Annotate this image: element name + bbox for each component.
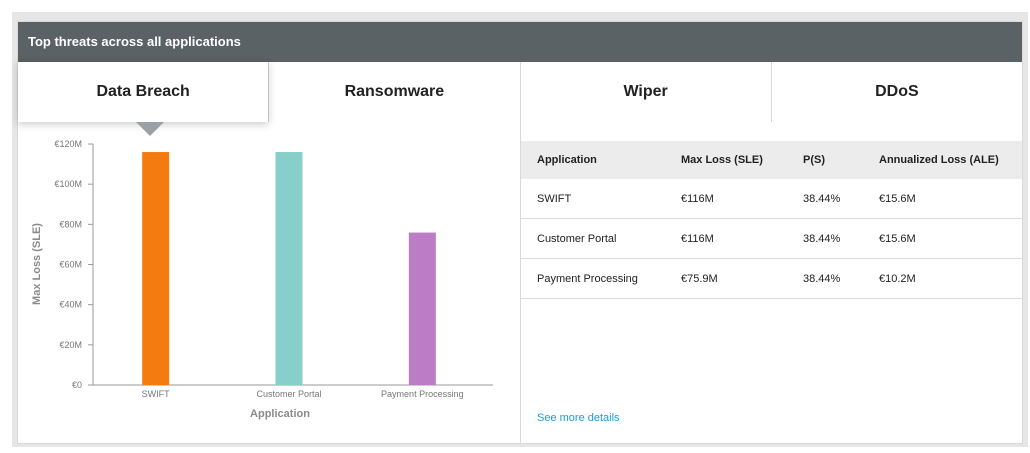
tab-ddos[interactable]: DDoS (770, 62, 1022, 122)
header-max-loss: Max Loss (SLE) (665, 141, 787, 179)
cell-annualized-loss: €15.6M (863, 218, 1022, 259)
tab-ransomware[interactable]: Ransomware (268, 62, 520, 122)
panel-divider (520, 122, 521, 443)
see-more-details-link[interactable]: See more details (537, 412, 620, 424)
table-row: Customer Portal €116M 38.44% €15.6M (521, 218, 1022, 259)
table-panel: Application Max Loss (SLE) P(S) Annualiz… (521, 122, 1022, 443)
tab-label: Wiper (623, 83, 668, 100)
y-tick-label: €0 (72, 380, 82, 390)
x-tick-label: Payment Processing (381, 389, 464, 399)
caret-down-icon (136, 122, 164, 136)
cell-probability: 38.44% (787, 218, 863, 259)
cell-application: Customer Portal (521, 218, 665, 259)
max-loss-bar-chart: €0 €20M €40M €60M €80M €100M €120M SWIFT Custome… (31, 139, 493, 420)
x-tick-label: Customer Portal (256, 389, 321, 399)
cell-application: Payment Processing (521, 258, 665, 299)
table-row: Payment Processing €75.9M 38.44% €10.2M (521, 258, 1022, 299)
y-tick-label: €40M (59, 300, 82, 310)
threat-tabs: Data Breach Ransomware Wiper DDoS (18, 62, 1022, 136)
bar (408, 232, 436, 385)
header-annualized-loss: Annualized Loss (ALE) (863, 141, 1022, 179)
y-tick-label: €60M (59, 260, 82, 270)
bar (142, 152, 170, 385)
cell-annualized-loss: €15.6M (863, 179, 1022, 219)
cell-max-loss: €75.9M (665, 258, 787, 299)
bar (275, 152, 303, 385)
tab-label: DDoS (875, 83, 919, 100)
cell-probability: 38.44% (787, 258, 863, 299)
cell-max-loss: €116M (665, 218, 787, 259)
y-tick-label: €20M (59, 340, 82, 350)
frame: Top threats across all applications Data… (12, 12, 1028, 447)
x-tick-label: SWIFT (142, 389, 170, 399)
tab-label: Data Breach (96, 83, 190, 100)
table-row: SWIFT €116M 38.44% €15.6M (521, 179, 1022, 219)
chart-panel: €0 €20M €40M €60M €80M €100M €120M SWIFT Custome… (18, 122, 520, 443)
y-axis-label: Max Loss (SLE) (31, 223, 43, 305)
loss-table: Application Max Loss (SLE) P(S) Annualiz… (521, 141, 1022, 299)
card-title: Top threats across all applications (18, 22, 1022, 62)
cell-annualized-loss: €10.2M (863, 258, 1022, 299)
cell-application: SWIFT (521, 179, 665, 219)
tab-data-breach[interactable]: Data Breach (18, 62, 269, 136)
tab-wiper[interactable]: Wiper (519, 62, 771, 122)
header-application: Application (521, 141, 665, 179)
y-tick-label: €120M (54, 139, 82, 149)
x-axis-label: Application (250, 408, 310, 420)
table-header-row: Application Max Loss (SLE) P(S) Annualiz… (521, 141, 1022, 179)
cell-max-loss: €116M (665, 179, 787, 219)
header-probability: P(S) (787, 141, 863, 179)
y-tick-label: €80M (59, 219, 82, 229)
threats-card: Top threats across all applications Data… (18, 22, 1022, 443)
y-tick-label: €100M (54, 179, 82, 189)
cell-probability: 38.44% (787, 179, 863, 219)
tab-label: Ransomware (344, 83, 445, 100)
